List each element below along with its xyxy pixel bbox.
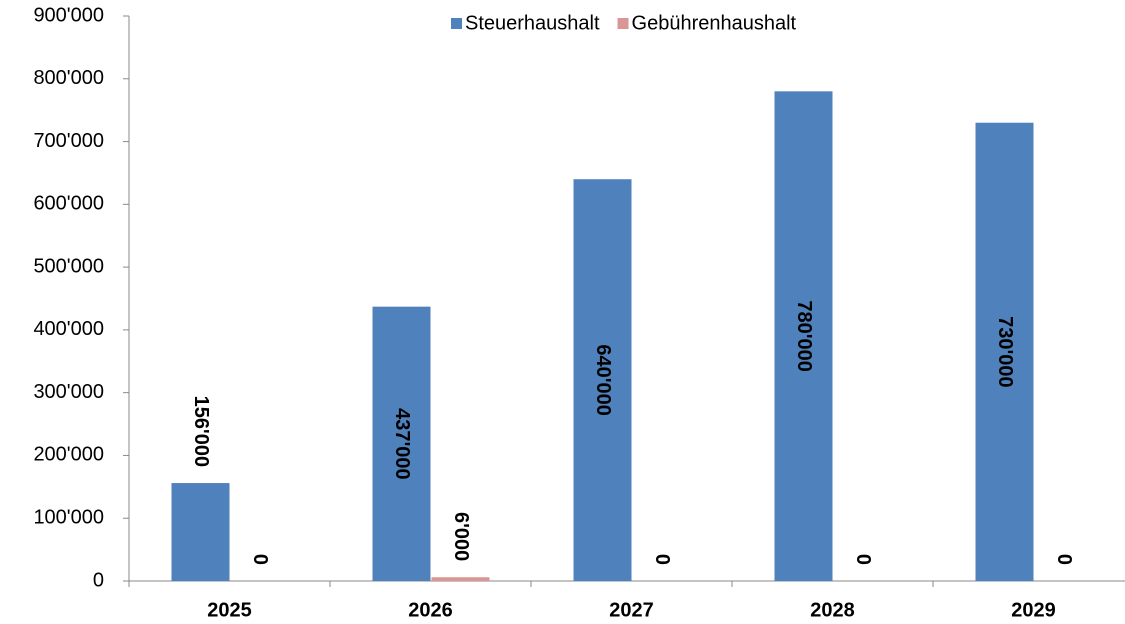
legend-label: Gebührenhaushalt [632, 12, 797, 34]
y-tick-label: 400'000 [33, 318, 104, 340]
y-tick-label: 100'000 [33, 507, 104, 529]
y-tick-label: 900'000 [33, 4, 104, 26]
x-tick-label: 2028 [810, 599, 855, 621]
data-label: 0 [651, 554, 673, 565]
y-tick-label: 0 [93, 569, 104, 591]
x-tick-label: 2027 [609, 599, 654, 621]
y-tick-label: 800'000 [33, 67, 104, 89]
bar [171, 483, 230, 581]
y-tick-label: 500'000 [33, 255, 104, 277]
y-tick-label: 300'000 [33, 381, 104, 403]
y-tick-label: 600'000 [33, 193, 104, 215]
bar [774, 91, 833, 581]
x-tick-label: 2029 [1011, 599, 1056, 621]
data-label: 437'000 [391, 408, 413, 480]
data-label: 730'000 [994, 316, 1016, 388]
data-label: 6'000 [450, 512, 472, 561]
data-label: 0 [1053, 554, 1075, 565]
data-label: 156'000 [190, 396, 212, 468]
bar [431, 577, 490, 581]
data-label: 0 [249, 554, 271, 565]
x-tick-label: 2026 [408, 599, 453, 621]
bar [372, 306, 431, 581]
data-label: 780'000 [793, 300, 815, 372]
data-label: 640'000 [592, 344, 614, 416]
bar [975, 122, 1034, 581]
legend-label: Steuerhaushalt [465, 12, 600, 34]
y-tick-label: 700'000 [33, 130, 104, 152]
data-label: 0 [852, 554, 874, 565]
legend-swatch [617, 18, 629, 29]
x-tick-label: 2025 [207, 599, 252, 621]
y-tick-label: 200'000 [33, 444, 104, 466]
legend-swatch [451, 18, 462, 29]
bar [573, 179, 632, 581]
